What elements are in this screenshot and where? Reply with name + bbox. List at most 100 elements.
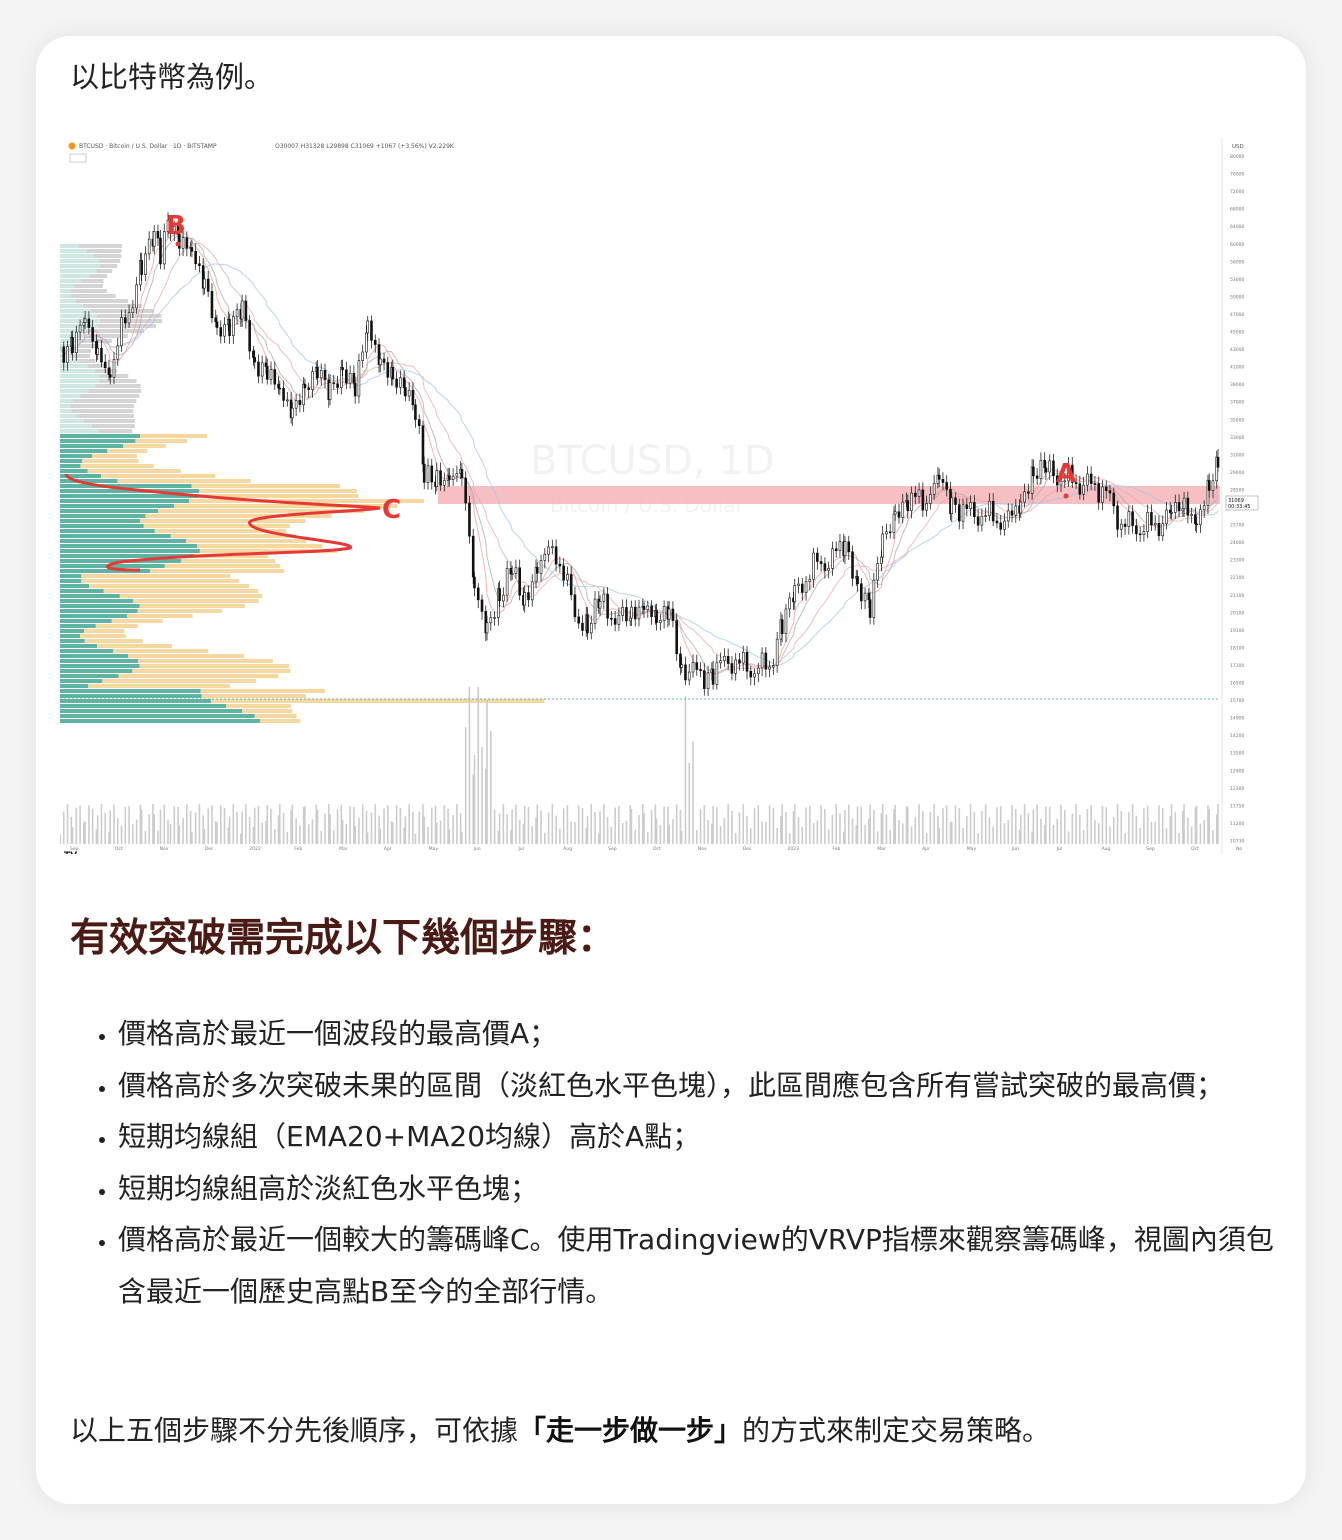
- volume-bar: [336, 809, 339, 844]
- time-tick-label: Oct: [653, 846, 661, 852]
- candle-body: [1170, 512, 1173, 514]
- volume-bar: [851, 818, 854, 844]
- candle-body: [391, 366, 395, 380]
- volume-bar: [1212, 829, 1214, 844]
- price-tick-label: 24600: [1230, 540, 1244, 546]
- volume-bar: [559, 828, 561, 844]
- price-tick-label: 28500: [1230, 487, 1244, 493]
- volume-bar: [847, 804, 850, 844]
- candle-body: [929, 494, 932, 504]
- volume-bar: [148, 813, 150, 844]
- volume-bar: [278, 804, 281, 844]
- volume-profile-bar: [189, 499, 424, 503]
- volume-bar: [1018, 829, 1021, 844]
- peak-a-dot: [1063, 493, 1069, 499]
- volume-bar: [378, 815, 380, 844]
- volume-bar: [905, 806, 908, 844]
- candle-body: [991, 500, 995, 522]
- volume-bar: [816, 820, 819, 844]
- price-tick-label: 80000: [1230, 154, 1244, 160]
- volume-bar: [675, 804, 678, 844]
- last-price: 31069: [1228, 498, 1244, 504]
- price-tick-label: 35000: [1230, 417, 1244, 423]
- price-tick-label: 64000: [1230, 224, 1244, 230]
- candle-body: [784, 608, 788, 634]
- volume-bar: [62, 811, 65, 844]
- volume-bar: [459, 813, 462, 844]
- volume-bar: [650, 810, 653, 844]
- time-tick-label: Dec: [743, 846, 752, 852]
- volume-bar: [1170, 804, 1173, 844]
- volume-bar: [999, 805, 1002, 844]
- candle-body: [352, 373, 356, 384]
- time-tick-label: 2023: [788, 846, 800, 852]
- volume-bar: [942, 808, 944, 844]
- step-item: 價格高於最近一個波段的最高價A；: [118, 1008, 1298, 1060]
- volume-bar: [646, 831, 649, 844]
- volume-bar: [66, 804, 69, 844]
- volume-profile-bar: [60, 454, 93, 458]
- volume-bar: [610, 826, 613, 844]
- volume-profile-bar: [174, 504, 398, 508]
- volume-bar: [1045, 806, 1047, 844]
- price-tick-label: 33000: [1230, 435, 1244, 441]
- candle-body: [1127, 511, 1131, 527]
- volume-bar: [922, 811, 924, 844]
- candle-body: [127, 312, 131, 324]
- volume-profile-bar: [117, 479, 251, 483]
- volume-bar: [228, 816, 231, 844]
- candle-body: [1043, 459, 1046, 469]
- candle-body: [573, 594, 577, 618]
- volume-profile-bar: [87, 469, 181, 473]
- volume-profile-bar: [97, 429, 133, 433]
- volume-profile-bar: [60, 304, 83, 308]
- volume-profile-bar: [60, 599, 134, 603]
- candle-body: [1071, 464, 1074, 483]
- volume-bar: [510, 830, 512, 844]
- volume-bar: [1040, 818, 1042, 844]
- volume-profile-bar: [89, 584, 250, 588]
- time-tick-label: Jun: [1011, 846, 1019, 852]
- candle-body: [411, 389, 415, 406]
- volume-profile-bar: [60, 564, 165, 568]
- candle-body: [120, 317, 123, 347]
- volume-profile-bar: [75, 299, 128, 303]
- candle-body: [107, 367, 111, 375]
- candle-body: [365, 332, 368, 353]
- volume-bar: [464, 727, 467, 844]
- volume-profile-bar: [140, 519, 306, 523]
- volume-profile-bar: [84, 639, 143, 643]
- candle-body: [995, 520, 999, 524]
- volume-bar: [157, 830, 159, 844]
- candle-body: [581, 622, 584, 631]
- candle-body: [633, 606, 637, 620]
- candle-body: [1003, 520, 1006, 530]
- volume-bar: [1023, 804, 1026, 844]
- candle-body: [366, 320, 370, 334]
- volume-bar: [873, 809, 875, 844]
- volume-profile-bar: [186, 539, 307, 543]
- volume-bar: [374, 804, 377, 844]
- volume-bar: [286, 832, 289, 844]
- candle-body: [402, 377, 406, 388]
- candle-body: [988, 500, 991, 516]
- volume-bar: [211, 805, 213, 844]
- time-tick-label: Aug: [563, 846, 572, 852]
- volume-bar: [214, 821, 217, 844]
- candle-body: [361, 351, 364, 361]
- collapse-button[interactable]: [69, 153, 87, 163]
- volume-bar: [307, 824, 310, 844]
- candle-body: [800, 583, 804, 593]
- candle-body: [1006, 510, 1010, 522]
- volume-bar: [203, 828, 206, 844]
- volume-profile-bar: [84, 629, 125, 633]
- volume-bar: [570, 821, 572, 844]
- volume-bar: [1207, 804, 1209, 844]
- candle-body: [185, 237, 189, 249]
- volume-profile-bar: [99, 319, 163, 323]
- article-card: 以比特幣為例。 BTCUSD · Bitcoin / U.S. Dollar ·…: [36, 36, 1306, 1504]
- candle-body: [797, 583, 800, 586]
- volume-profile-bar: [259, 719, 301, 723]
- volume-profile-bar: [60, 359, 80, 363]
- volume-bar: [240, 833, 242, 844]
